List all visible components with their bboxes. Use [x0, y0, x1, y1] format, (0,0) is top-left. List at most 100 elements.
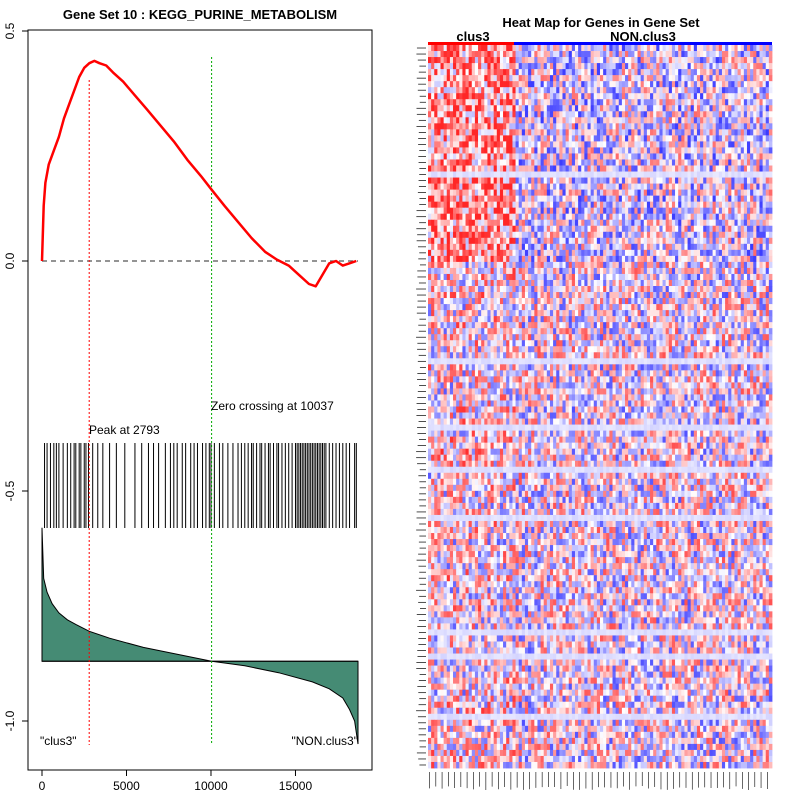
heatmap-cell [671, 111, 676, 118]
heatmap-cell [568, 201, 573, 209]
heatmap-cell [643, 165, 648, 172]
heatmap-cell [643, 292, 648, 299]
heatmap-cell [756, 304, 760, 311]
heatmap-cell [762, 69, 767, 76]
heatmap-cell [706, 243, 710, 251]
heatmap-cell [609, 147, 613, 154]
heatmap-cell [721, 255, 726, 263]
heatmap-cell [690, 153, 695, 160]
heatmap-cell [750, 255, 754, 263]
heatmap-cell [596, 69, 601, 76]
heatmap-cell [687, 225, 692, 233]
heatmap-cell [465, 249, 470, 257]
heatmap-cell [437, 292, 441, 299]
heatmap-cell [493, 273, 498, 281]
heatmap-cell [487, 249, 491, 257]
heatmap-cell [578, 304, 582, 311]
heatmap-cell [587, 63, 592, 70]
heatmap-cell [496, 213, 501, 221]
heatmap-cell [437, 279, 441, 287]
heatmap-cell [703, 225, 707, 233]
x-tick-label: 15000 [279, 779, 313, 793]
heatmap-cell [678, 51, 682, 58]
heatmap-cell [556, 261, 560, 269]
heatmap-cell [562, 237, 566, 245]
heatmap-cell [481, 81, 485, 88]
heatmap-cell [443, 267, 448, 275]
heatmap-cell [628, 255, 632, 263]
heatmap-cell [440, 298, 445, 305]
heatmap-cell [521, 225, 526, 233]
heatmap-cell [528, 165, 532, 172]
heatmap-cell [584, 99, 588, 106]
heatmap-cell [734, 171, 738, 178]
heatmap-cell [556, 195, 560, 203]
heatmap-cell [637, 135, 642, 142]
heatmap-cell [553, 45, 557, 52]
heatmap-cell [693, 45, 698, 52]
heatmap-cell [662, 99, 667, 106]
heatmap-cell [531, 153, 535, 160]
heatmap-cell [709, 219, 713, 227]
heatmap-cell [531, 147, 535, 154]
heatmap-cell [440, 165, 445, 172]
heatmap-cell [524, 165, 529, 172]
heatmap-cell [750, 87, 754, 94]
heatmap-cell [428, 286, 432, 293]
heatmap-cell [596, 177, 601, 184]
heatmap-cell [687, 57, 692, 64]
heatmap-cell [750, 147, 754, 154]
heatmap-cell [634, 183, 638, 191]
heatmap-cell [509, 261, 513, 269]
heatmap-cell [487, 286, 491, 293]
heatmap-cell [687, 286, 692, 293]
heatmap-cell [762, 207, 767, 215]
heatmap-cell [671, 45, 676, 52]
heatmap-cell [593, 153, 598, 160]
heatmap-cell [621, 75, 626, 82]
heatmap-cell [746, 141, 751, 148]
heatmap-cell [603, 219, 607, 227]
heatmap-cell [615, 99, 620, 106]
heatmap-cell [618, 105, 623, 112]
heatmap-cell [490, 111, 495, 118]
heatmap-cell [762, 171, 767, 178]
heatmap-cell [553, 63, 557, 70]
heatmap-cell [731, 298, 735, 305]
heatmap-cell [531, 135, 535, 142]
heatmap-cell [584, 141, 588, 148]
heatmap-cell [456, 255, 460, 263]
heatmap-cell [734, 81, 738, 88]
heatmap-cell [637, 243, 642, 251]
heatmap-cell [503, 286, 507, 293]
heatmap-cell [646, 57, 651, 64]
heatmap-cell [587, 292, 592, 299]
heatmap-cell [528, 129, 532, 136]
heatmap-cell [693, 292, 698, 299]
heatmap-cell [768, 51, 773, 58]
heatmap-cell [653, 105, 657, 112]
heatmap-cell [712, 171, 717, 178]
heatmap-cell [540, 298, 545, 305]
heatmap-cell [443, 207, 448, 215]
heatmap-cell [521, 201, 526, 209]
heatmap-cell [453, 298, 457, 305]
heatmap-cell [434, 129, 438, 136]
heatmap-cell [540, 255, 545, 263]
heatmap-cell [675, 213, 679, 221]
heatmap-cell [537, 159, 541, 166]
heatmap-cell [656, 177, 660, 184]
heatmap-cell [665, 286, 670, 293]
heatmap-cell [762, 292, 767, 299]
heatmap-cell [728, 105, 732, 112]
heatmap-cell [581, 201, 585, 209]
heatmap-cell [484, 201, 488, 209]
heatmap-cell [534, 273, 538, 281]
heatmap-cell [746, 69, 751, 76]
heatmap-cell [618, 213, 623, 221]
heatmap-cell [603, 45, 607, 52]
heatmap-cell [759, 243, 764, 251]
heatmap-cell [587, 69, 592, 76]
heatmap-cell [465, 267, 470, 275]
heatmap-cell [587, 213, 592, 221]
